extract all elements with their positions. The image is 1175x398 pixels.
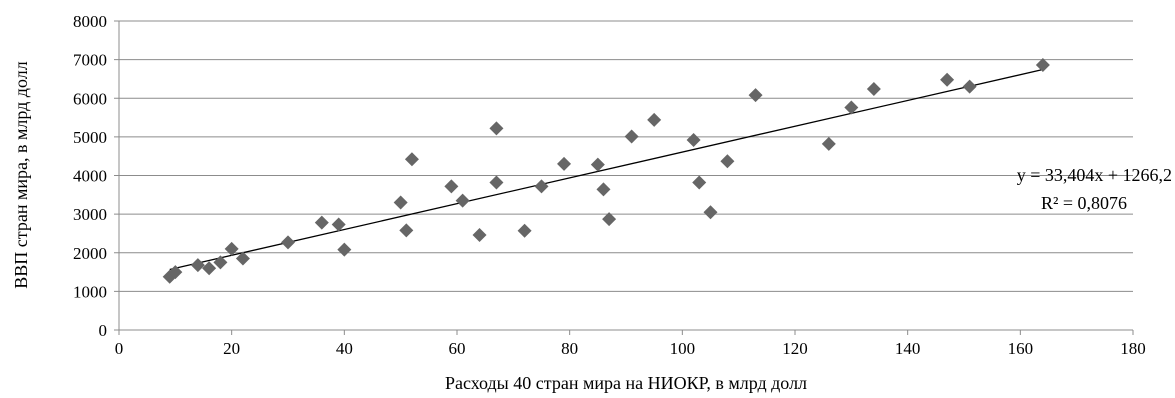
data-point-32: [821, 136, 836, 151]
data-point-19: [517, 223, 532, 238]
x-tick-label-60: 60: [449, 339, 466, 358]
data-point-4: [213, 255, 228, 270]
data-point-24: [602, 212, 617, 227]
data-point-6: [235, 251, 250, 266]
data-point-2: [190, 258, 205, 273]
data-point-21: [557, 156, 572, 171]
data-point-20: [534, 179, 549, 194]
y-tick-label-3000: 3000: [73, 205, 107, 224]
y-tick-label-7000: 7000: [73, 51, 107, 70]
y-axis-title: ВВП стран мира, в млрд долл: [11, 61, 31, 288]
y-tick-label-2000: 2000: [73, 244, 107, 263]
y-tick-label-8000: 8000: [73, 12, 107, 31]
x-tick-label-180: 180: [1120, 339, 1146, 358]
y-tick-label-4000: 4000: [73, 167, 107, 186]
data-point-14: [444, 179, 459, 194]
trendline-r-squared: R² = 0,8076: [1041, 193, 1127, 213]
data-point-25: [624, 129, 639, 144]
tick-labels: 0 1000 2000 3000 4000 5000 6000 7000 8000 0 20 40 60…: [73, 12, 1146, 358]
data-point-37: [1035, 58, 1050, 73]
data-point-22: [590, 157, 605, 172]
y-tick-label-1000: 1000: [73, 282, 107, 301]
trendline: [169, 68, 1044, 271]
data-point-30: [720, 154, 735, 169]
x-tick-label-160: 160: [1008, 339, 1034, 358]
data-point-31: [748, 88, 763, 103]
data-point-28: [692, 175, 707, 190]
data-point-8: [314, 215, 329, 230]
y-tick-label-6000: 6000: [73, 89, 107, 108]
data-point-7: [281, 235, 295, 250]
data-point-29: [703, 205, 718, 220]
trendline-equation: y = 33,404x + 1266,2: [1017, 165, 1172, 185]
trendline-layer: [169, 68, 1044, 271]
x-tick-label-20: 20: [223, 339, 240, 358]
data-point-15: [455, 193, 470, 208]
data-point-13: [404, 152, 419, 167]
data-point-3: [202, 261, 217, 276]
x-tick-label-80: 80: [561, 339, 578, 358]
x-tick-label-140: 140: [895, 339, 921, 358]
data-point-5: [224, 241, 239, 256]
data-point-33: [844, 100, 859, 115]
data-point-17: [489, 175, 504, 190]
data-point-9: [331, 217, 346, 232]
y-tick-label-0: 0: [99, 321, 108, 340]
data-point-18: [489, 121, 504, 136]
data-point-12: [399, 223, 414, 238]
data-point-16: [472, 227, 487, 242]
data-point-26: [647, 112, 662, 127]
data-point-34: [866, 81, 881, 96]
x-tick-label-0: 0: [115, 339, 124, 358]
y-tick-label-5000: 5000: [73, 128, 107, 147]
x-tick-label-120: 120: [782, 339, 808, 358]
data-point-11: [393, 195, 408, 210]
x-tick-label-100: 100: [670, 339, 696, 358]
grid-layer: [119, 20, 1133, 292]
data-point-35: [940, 72, 955, 87]
x-axis-title: Расходы 40 стран мира на НИОКР, в млрд д…: [445, 373, 807, 393]
points-layer: [162, 58, 1050, 284]
data-point-27: [686, 132, 701, 147]
data-point-10: [337, 242, 352, 257]
data-point-23: [596, 182, 611, 197]
axis-layer: [114, 20, 1134, 335]
data-point-1: [168, 265, 183, 280]
data-point-36: [962, 79, 977, 94]
x-tick-label-40: 40: [336, 339, 353, 358]
